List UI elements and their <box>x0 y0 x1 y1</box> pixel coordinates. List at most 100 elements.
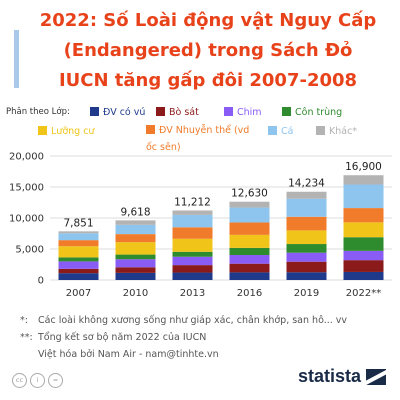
footnote: **: Tổng kết sơ bộ năm 2022 của IUCN <box>20 329 347 346</box>
legend-label-text: ĐV Nhuyễn thể (vd ốc sên) <box>146 125 250 153</box>
bar-segment <box>286 272 327 280</box>
cc-icon[interactable]: cc <box>12 373 27 388</box>
bar-segment <box>172 265 213 273</box>
legend-item[interactable]: Bò sát <box>156 103 199 122</box>
bar-segment <box>286 244 327 253</box>
stacked-bar-chart: 0 5,000 10,000 15,000 20,000 7,851 2007 9,618 20… <box>9 152 392 299</box>
y-tick-label: 10,000 <box>9 214 44 225</box>
legend-item[interactable]: Cá <box>268 122 293 141</box>
bar-segment <box>229 234 270 248</box>
bar-segment <box>229 263 270 273</box>
bar-segment <box>229 201 270 208</box>
license-icons: cc i = <box>12 373 63 388</box>
footnote-text: Tổng kết sơ bộ năm 2022 của IUCN <box>38 332 207 343</box>
bar-segment <box>58 231 99 234</box>
x-tick-label: 2022** <box>346 288 381 299</box>
bar-segment <box>115 272 156 280</box>
title-accent-bar <box>14 30 19 88</box>
bar-segment <box>286 230 327 245</box>
total-label: 9,618 <box>120 206 150 218</box>
legend-label-text: Lưỡng cư <box>51 126 95 137</box>
bar-segment <box>58 246 99 258</box>
footnotes: *: Các loài không xương sống như giáp xá… <box>20 312 347 363</box>
bar-segment <box>58 261 99 269</box>
legend-swatch <box>316 126 325 135</box>
legend-swatch <box>282 107 291 116</box>
legend-item[interactable]: ĐV có vú <box>90 103 145 122</box>
bar-segment <box>229 222 270 235</box>
bar-segment <box>58 268 99 274</box>
footnote-mark: *: <box>20 315 28 326</box>
legend-item[interactable]: Côn trùng <box>282 103 342 122</box>
legend-swatch <box>146 125 155 134</box>
bar-segment <box>115 254 156 260</box>
y-tick-label: 15,000 <box>9 183 44 194</box>
footnote: Việt hóa bởi Nam Air - nam@tinhte.vn <box>20 346 347 363</box>
statista-logo[interactable]: statista <box>298 366 386 387</box>
chart-title-line: 2022: Số Loài động vật Nguy Cấp <box>39 10 377 31</box>
bar-segment <box>172 238 213 252</box>
legend-label-text: ĐV có vú <box>103 107 146 118</box>
bar-segment <box>58 233 99 241</box>
bar-segment <box>286 198 327 217</box>
footnote-text: Các loài không xương sống như giáp xác, … <box>38 315 348 326</box>
x-tick-label: 2007 <box>66 288 91 299</box>
statista-logo-icon <box>366 368 386 385</box>
bar-segment <box>58 240 99 247</box>
bar-segment <box>58 273 99 280</box>
legend-label-text: Chim <box>237 107 262 118</box>
legend-label: Phân theo Lớp: <box>6 107 70 117</box>
bar-segment <box>172 251 213 257</box>
legend-item[interactable]: Chim <box>224 103 262 122</box>
bar-segment <box>286 252 327 262</box>
bar-segment <box>115 267 156 273</box>
bar-segment <box>286 191 327 199</box>
bar-segment <box>229 247 270 256</box>
bar-segment <box>115 234 156 243</box>
bar-segment <box>343 237 384 251</box>
total-label: 12,630 <box>231 188 268 200</box>
bar-segment <box>229 255 270 264</box>
legend-item[interactable]: Khác* <box>316 122 357 141</box>
legend-item[interactable]: ĐV Nhuyễn thể (vd ốc sên) <box>146 122 256 156</box>
bar-segment <box>115 242 156 255</box>
y-tick-label: 0 <box>38 276 44 287</box>
bar-segment <box>286 216 327 231</box>
legend-swatch <box>38 126 47 135</box>
bar-segment <box>343 271 384 280</box>
bar-segment <box>343 260 384 272</box>
chart-title-line: (Endangered) trong Sách Đỏ <box>63 40 353 61</box>
bar-segment <box>343 222 384 238</box>
legend-item[interactable]: Lưỡng cư <box>38 122 94 141</box>
bar-segment <box>172 210 213 215</box>
x-tick-label: 2010 <box>123 288 148 299</box>
nd-icon[interactable]: = <box>48 373 63 388</box>
brand-name: statista <box>297 366 361 386</box>
bar-segment <box>286 261 327 273</box>
legend-label-text: Bò sát <box>169 107 199 118</box>
y-tick-label: 20,000 <box>9 152 44 163</box>
x-tick-label: 2016 <box>237 288 262 299</box>
footnote: *: Các loài không xương sống như giáp xá… <box>20 312 347 329</box>
x-tick-label: 2019 <box>294 288 319 299</box>
bar-segment <box>115 220 156 225</box>
by-icon[interactable]: i <box>30 373 45 388</box>
bar-segment <box>172 256 213 266</box>
bar-segment <box>343 184 384 209</box>
bar-segment <box>172 227 213 239</box>
bar-segment <box>115 259 156 268</box>
bar-segment <box>343 250 384 261</box>
footnote-mark <box>20 346 38 363</box>
legend-label-text: Khác* <box>329 126 358 137</box>
bar-segment <box>58 257 99 262</box>
chart-title: 2022: Số Loài động vật Nguy Cấp (Endange… <box>22 6 394 96</box>
chart-title-line: IUCN tăng gấp đôi 2007-2008 <box>58 70 358 91</box>
legend-swatch <box>224 107 233 116</box>
footnote-mark: **: <box>20 332 33 343</box>
legend-swatch <box>156 107 165 116</box>
bar-segment <box>172 272 213 280</box>
bar-segment <box>172 214 213 228</box>
legend-label-text: Cá <box>281 126 294 137</box>
bar-segment <box>343 175 384 185</box>
bar-segment <box>229 207 270 223</box>
